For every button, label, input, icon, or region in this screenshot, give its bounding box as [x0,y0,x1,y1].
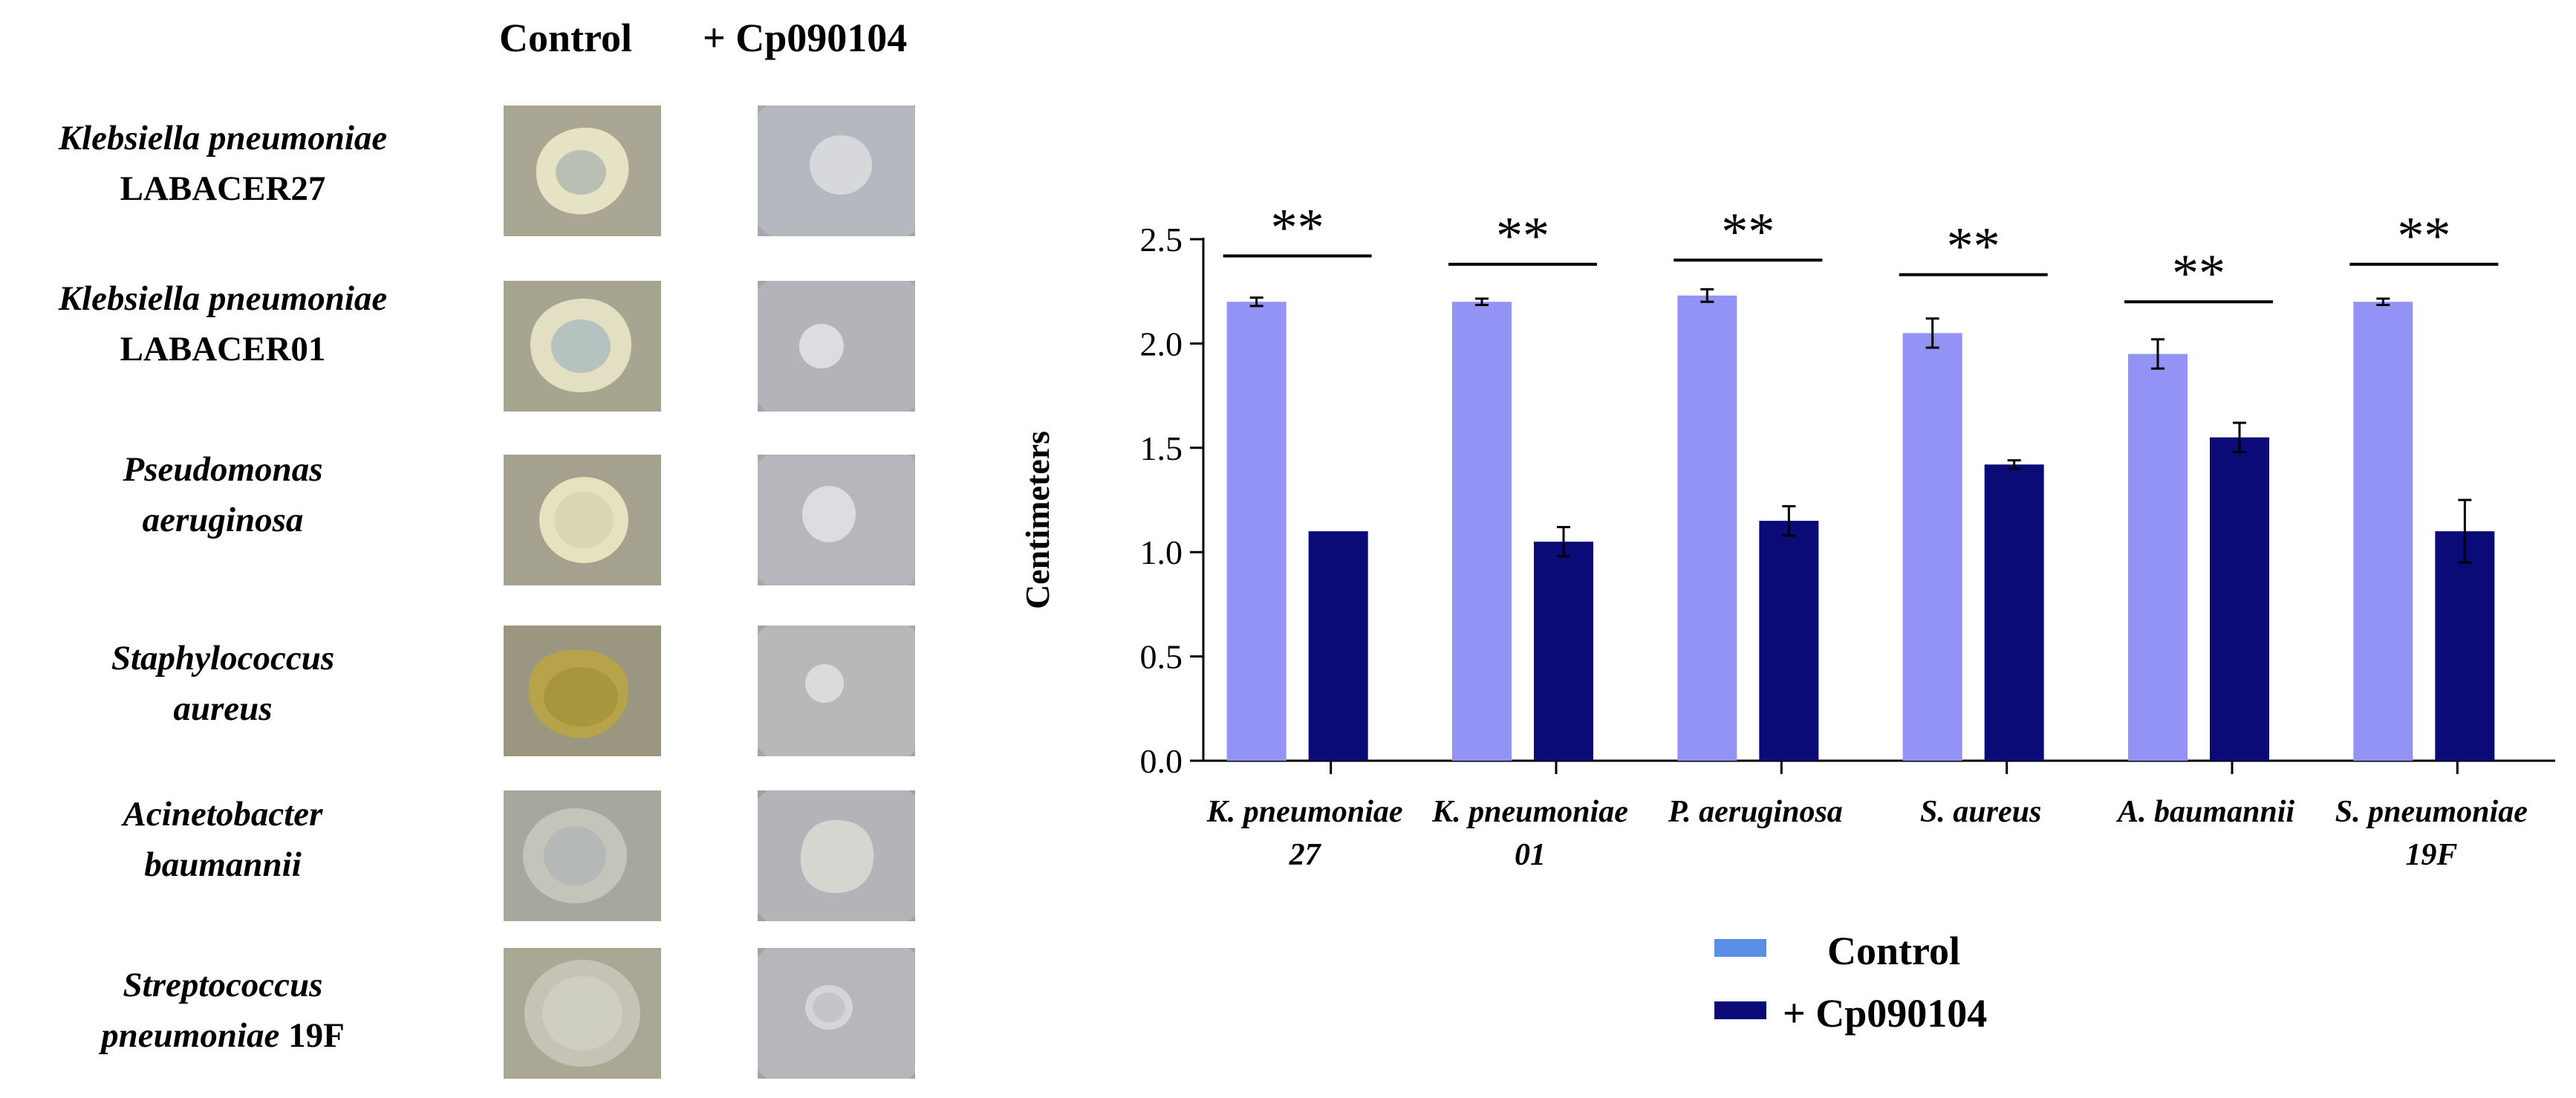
bar-treated [1534,542,1593,761]
legend-label: + Cp090104 [1783,991,1987,1036]
strain-suffix: 19F [288,1016,345,1055]
significance-markers: ** ** ** ** ** ** [1223,198,2499,304]
category-label: K. pneumoniae [1431,795,1628,829]
significance-stars: ** [1947,217,2000,276]
header-cp090104: + Cp090104 [703,16,908,60]
y-axis-label: Centimeters [1018,431,1056,609]
header-control: Control [499,16,633,60]
species-label-k-pneumoniae-01: Klebsiella pneumoniae LABACER01 [0,273,446,374]
significance-stars: ** [1271,198,1324,257]
legend-label: Control [1827,929,1960,973]
species-label-s-pneumoniae-19f: Streptococcus pneumoniae 19F [0,960,446,1061]
bar-control [1677,295,1737,761]
legend-swatch [1714,1001,1766,1019]
species-label-p-aeruginosa: Pseudomonas aeruginosa [0,444,446,545]
bars [1226,288,2495,761]
bar-treated [1308,531,1368,761]
legend: Control + Cp090104 [1714,929,1987,1036]
species-name: Klebsiella pneumoniae [58,119,388,157]
y-axis: 0.0 0.5 1.0 1.5 2.0 2.5 [1140,221,1205,780]
category-label: A. baumannii [2115,795,2294,829]
plate-treated-s-pneumoniae-19f [758,948,915,1079]
plate-control-s-aureus [504,626,661,756]
strain-label: pneumoniae 19F [0,1010,446,1061]
species-label-k-pneumoniae-27: Klebsiella pneumoniae LABACER27 [0,113,446,214]
strain-label: LABACER27 [120,169,326,208]
species-name: Klebsiella pneumoniae [58,279,388,318]
species-name: Staphylococcus [111,639,335,678]
y-tick-label: 1.5 [1140,429,1183,467]
strain-label: LABACER01 [120,330,326,368]
plate-treated-s-aureus [758,626,915,756]
plate-control-k-pneumoniae-01 [504,281,661,412]
bar-control [1452,302,1512,761]
bar-treated [1984,464,2044,761]
bar-treated [2210,437,2269,761]
strain-name: pneumoniae [101,1016,280,1055]
category-label: 27 [1289,838,1322,872]
species-label-s-aureus: Staphylococcus aureus [0,633,446,734]
y-tick-label: 0.5 [1140,638,1183,676]
category-labels: K. pneumoniae 27 K. pneumoniae 01 P. aerugin… [1206,795,2528,872]
species-name: Streptococcus [123,966,323,1004]
bar-control [1902,333,1962,761]
plate-control-a-baumannii [504,790,661,921]
category-label: S. pneumoniae [2335,795,2528,829]
plate-control-s-pneumoniae-19f [504,948,661,1079]
significance-stars: ** [1496,207,1549,266]
bar-control [1226,302,1287,761]
y-tick-label: 2.5 [1140,221,1183,259]
species-name: Pseudomonas [123,450,323,489]
y-tick-label: 1.0 [1140,533,1183,571]
category-label: 19F [2405,838,2457,872]
plate-treated-k-pneumoniae-01 [758,281,915,412]
plate-treated-k-pneumoniae-27 [758,105,915,236]
significance-stars: ** [1721,202,1775,261]
category-label: K. pneumoniae [1206,795,1403,829]
y-tick-label: 0.0 [1140,742,1183,780]
species-name: Acinetobacter [123,795,323,834]
strain-label: aeruginosa [142,501,304,539]
x-axis [1203,759,2555,774]
plate-control-k-pneumoniae-27 [504,105,661,236]
category-label: S. aureus [1920,795,2041,829]
bar-treated [2435,531,2495,761]
plate-treated-p-aeruginosa [758,455,915,585]
species-label-a-baumannii: Acinetobacter baumannii [0,789,446,890]
plate-control-p-aeruginosa [504,455,661,585]
y-tick-label: 2.0 [1140,325,1183,363]
bar-control [2128,354,2188,761]
significance-stars: ** [2397,207,2450,266]
bar-control [2353,302,2413,761]
strain-label: baumannii [144,845,302,884]
significance-stars: ** [2172,244,2225,303]
bar-treated [1759,521,1819,761]
category-label: P. aeruginosa [1668,795,1843,829]
legend-swatch [1714,939,1766,957]
strain-label: aureus [173,689,273,728]
category-label: 01 [1515,838,1546,872]
plate-treated-a-baumannii [758,790,915,921]
